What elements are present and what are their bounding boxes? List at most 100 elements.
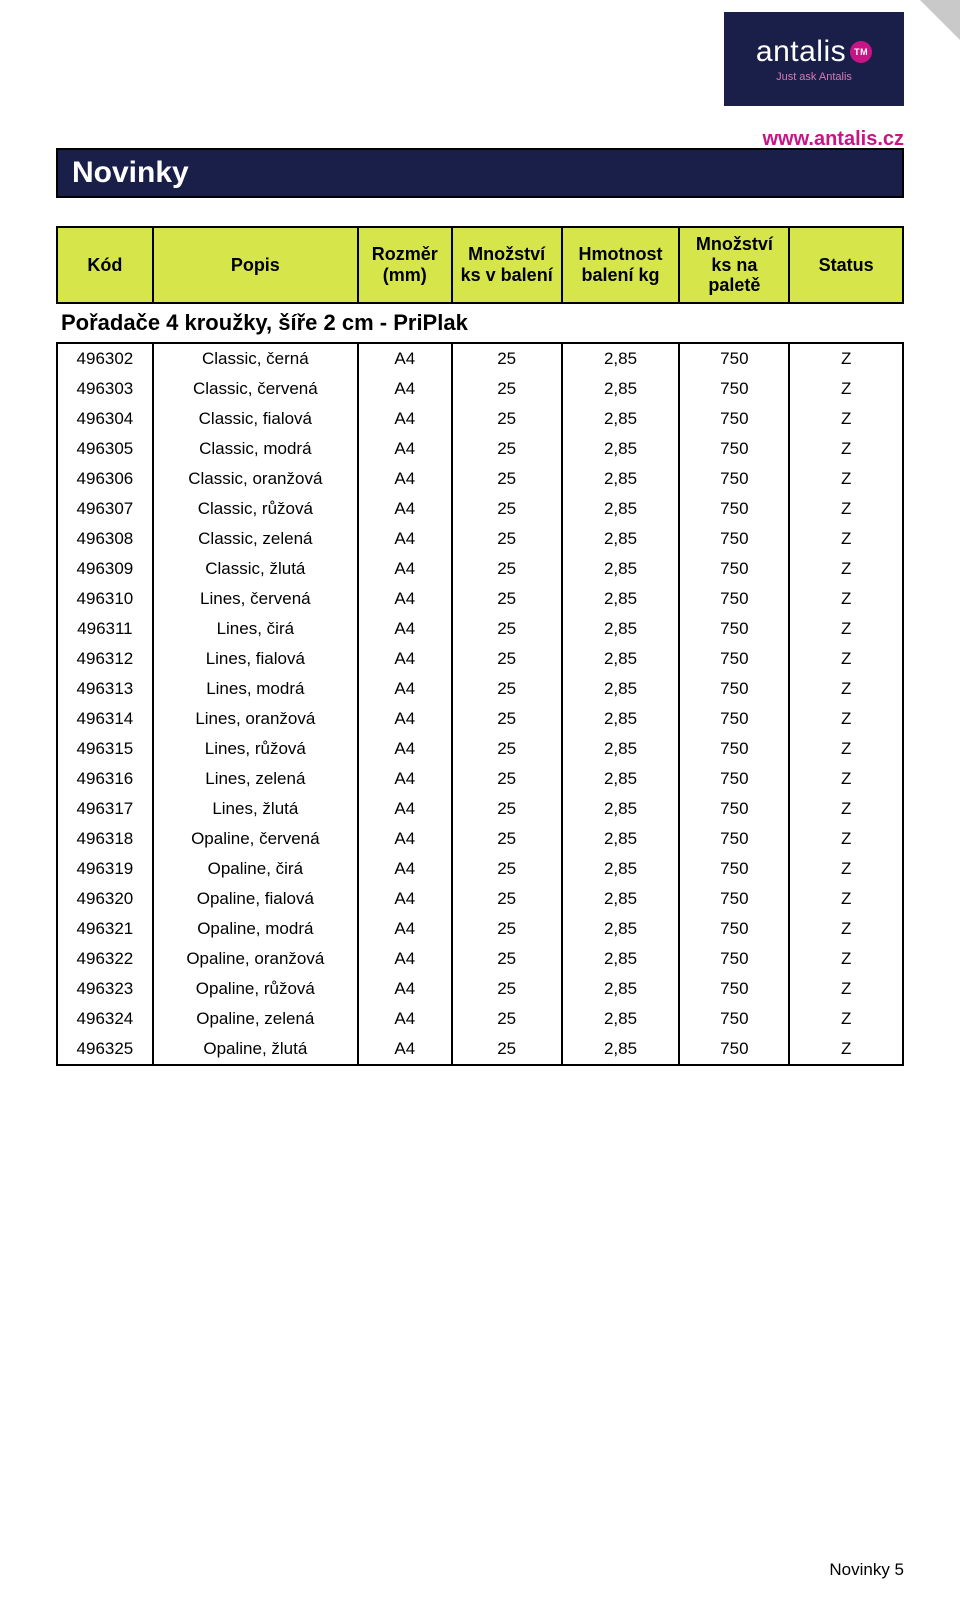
cell-hmot: 2,85 — [562, 824, 680, 854]
cell-rozmer: A4 — [358, 974, 452, 1004]
cell-hmot: 2,85 — [562, 974, 680, 1004]
cell-kod: 496316 — [57, 764, 153, 794]
cell-mnoz2: 750 — [679, 794, 789, 824]
page: antalis TM Just ask Antalis www.antalis.… — [0, 0, 960, 1616]
table-row: 496317Lines, žlutáA4252,85750Z — [57, 794, 903, 824]
cell-mnoz1: 25 — [452, 584, 562, 614]
product-table: KódPopisRozměr (mm)Množství ks v baleníH… — [56, 226, 904, 1066]
cell-popis: Lines, oranžová — [153, 704, 358, 734]
cell-mnoz2: 750 — [679, 614, 789, 644]
brand-logo-text: antalis TM — [756, 35, 872, 69]
cell-rozmer: A4 — [358, 704, 452, 734]
cell-popis: Lines, čirá — [153, 614, 358, 644]
cell-popis: Opaline, žlutá — [153, 1034, 358, 1065]
cell-mnoz1: 25 — [452, 374, 562, 404]
cell-popis: Lines, červená — [153, 584, 358, 614]
table-row: 496316Lines, zelenáA4252,85750Z — [57, 764, 903, 794]
cell-status: Z — [789, 764, 903, 794]
cell-mnoz2: 750 — [679, 584, 789, 614]
cell-popis: Opaline, zelená — [153, 1004, 358, 1034]
cell-rozmer: A4 — [358, 1034, 452, 1065]
cell-mnoz1: 25 — [452, 464, 562, 494]
cell-status: Z — [789, 1004, 903, 1034]
tm-badge-icon: TM — [850, 41, 872, 63]
cell-popis: Classic, žlutá — [153, 554, 358, 584]
cell-mnoz2: 750 — [679, 674, 789, 704]
cell-status: Z — [789, 944, 903, 974]
cell-popis: Lines, žlutá — [153, 794, 358, 824]
cell-rozmer: A4 — [358, 794, 452, 824]
cell-popis: Classic, růžová — [153, 494, 358, 524]
cell-mnoz2: 750 — [679, 524, 789, 554]
cell-popis: Classic, oranžová — [153, 464, 358, 494]
cell-mnoz2: 750 — [679, 1004, 789, 1034]
cell-status: Z — [789, 704, 903, 734]
cell-mnoz2: 750 — [679, 554, 789, 584]
cell-status: Z — [789, 914, 903, 944]
cell-status: Z — [789, 524, 903, 554]
cell-mnoz1: 25 — [452, 704, 562, 734]
cell-hmot: 2,85 — [562, 554, 680, 584]
cell-kod: 496308 — [57, 524, 153, 554]
cell-kod: 496304 — [57, 404, 153, 434]
table-row: 496314Lines, oranžováA4252,85750Z — [57, 704, 903, 734]
table-row: 496323Opaline, růžováA4252,85750Z — [57, 974, 903, 1004]
col-header-mnoz1: Množství ks v balení — [452, 227, 562, 303]
cell-status: Z — [789, 434, 903, 464]
table-row: 496322Opaline, oranžováA4252,85750Z — [57, 944, 903, 974]
cell-hmot: 2,85 — [562, 614, 680, 644]
cell-rozmer: A4 — [358, 644, 452, 674]
cell-rozmer: A4 — [358, 854, 452, 884]
cell-popis: Lines, zelená — [153, 764, 358, 794]
cell-mnoz1: 25 — [452, 884, 562, 914]
cell-mnoz2: 750 — [679, 944, 789, 974]
cell-status: Z — [789, 374, 903, 404]
cell-rozmer: A4 — [358, 884, 452, 914]
col-header-rozmer: Rozměr (mm) — [358, 227, 452, 303]
cell-rozmer: A4 — [358, 1004, 452, 1034]
cell-hmot: 2,85 — [562, 854, 680, 884]
cell-rozmer: A4 — [358, 554, 452, 584]
cell-status: Z — [789, 734, 903, 764]
cell-status: Z — [789, 1034, 903, 1065]
col-header-popis: Popis — [153, 227, 358, 303]
table-row: 496302Classic, černáA4252,85750Z — [57, 343, 903, 374]
col-header-kod: Kód — [57, 227, 153, 303]
cell-mnoz2: 750 — [679, 644, 789, 674]
cell-rozmer: A4 — [358, 584, 452, 614]
cell-mnoz1: 25 — [452, 944, 562, 974]
cell-mnoz2: 750 — [679, 343, 789, 374]
cell-kod: 496317 — [57, 794, 153, 824]
cell-kod: 496305 — [57, 434, 153, 464]
table-row: 496310Lines, červenáA4252,85750Z — [57, 584, 903, 614]
page-footer: Novinky 5 — [829, 1560, 904, 1580]
cell-kod: 496319 — [57, 854, 153, 884]
cell-popis: Opaline, oranžová — [153, 944, 358, 974]
cell-hmot: 2,85 — [562, 734, 680, 764]
cell-hmot: 2,85 — [562, 404, 680, 434]
cell-rozmer: A4 — [358, 734, 452, 764]
cell-hmot: 2,85 — [562, 1004, 680, 1034]
cell-rozmer: A4 — [358, 494, 452, 524]
brand-tagline: Just ask Antalis — [776, 71, 852, 83]
cell-status: Z — [789, 554, 903, 584]
cell-popis: Classic, zelená — [153, 524, 358, 554]
cell-status: Z — [789, 644, 903, 674]
cell-popis: Opaline, čirá — [153, 854, 358, 884]
cell-rozmer: A4 — [358, 464, 452, 494]
cell-hmot: 2,85 — [562, 674, 680, 704]
cell-rozmer: A4 — [358, 764, 452, 794]
cell-rozmer: A4 — [358, 944, 452, 974]
col-header-mnoz2: Množství ks na paletě — [679, 227, 789, 303]
section-heading-row: Pořadače 4 kroužky, šíře 2 cm - PriPlak — [57, 303, 903, 343]
cell-kod: 496312 — [57, 644, 153, 674]
cell-kod: 496321 — [57, 914, 153, 944]
cell-kod: 496318 — [57, 824, 153, 854]
cell-hmot: 2,85 — [562, 434, 680, 464]
cell-mnoz2: 750 — [679, 1034, 789, 1065]
cell-mnoz1: 25 — [452, 644, 562, 674]
cell-popis: Classic, černá — [153, 343, 358, 374]
cell-popis: Lines, růžová — [153, 734, 358, 764]
table-row: 496315Lines, růžováA4252,85750Z — [57, 734, 903, 764]
cell-mnoz1: 25 — [452, 1034, 562, 1065]
